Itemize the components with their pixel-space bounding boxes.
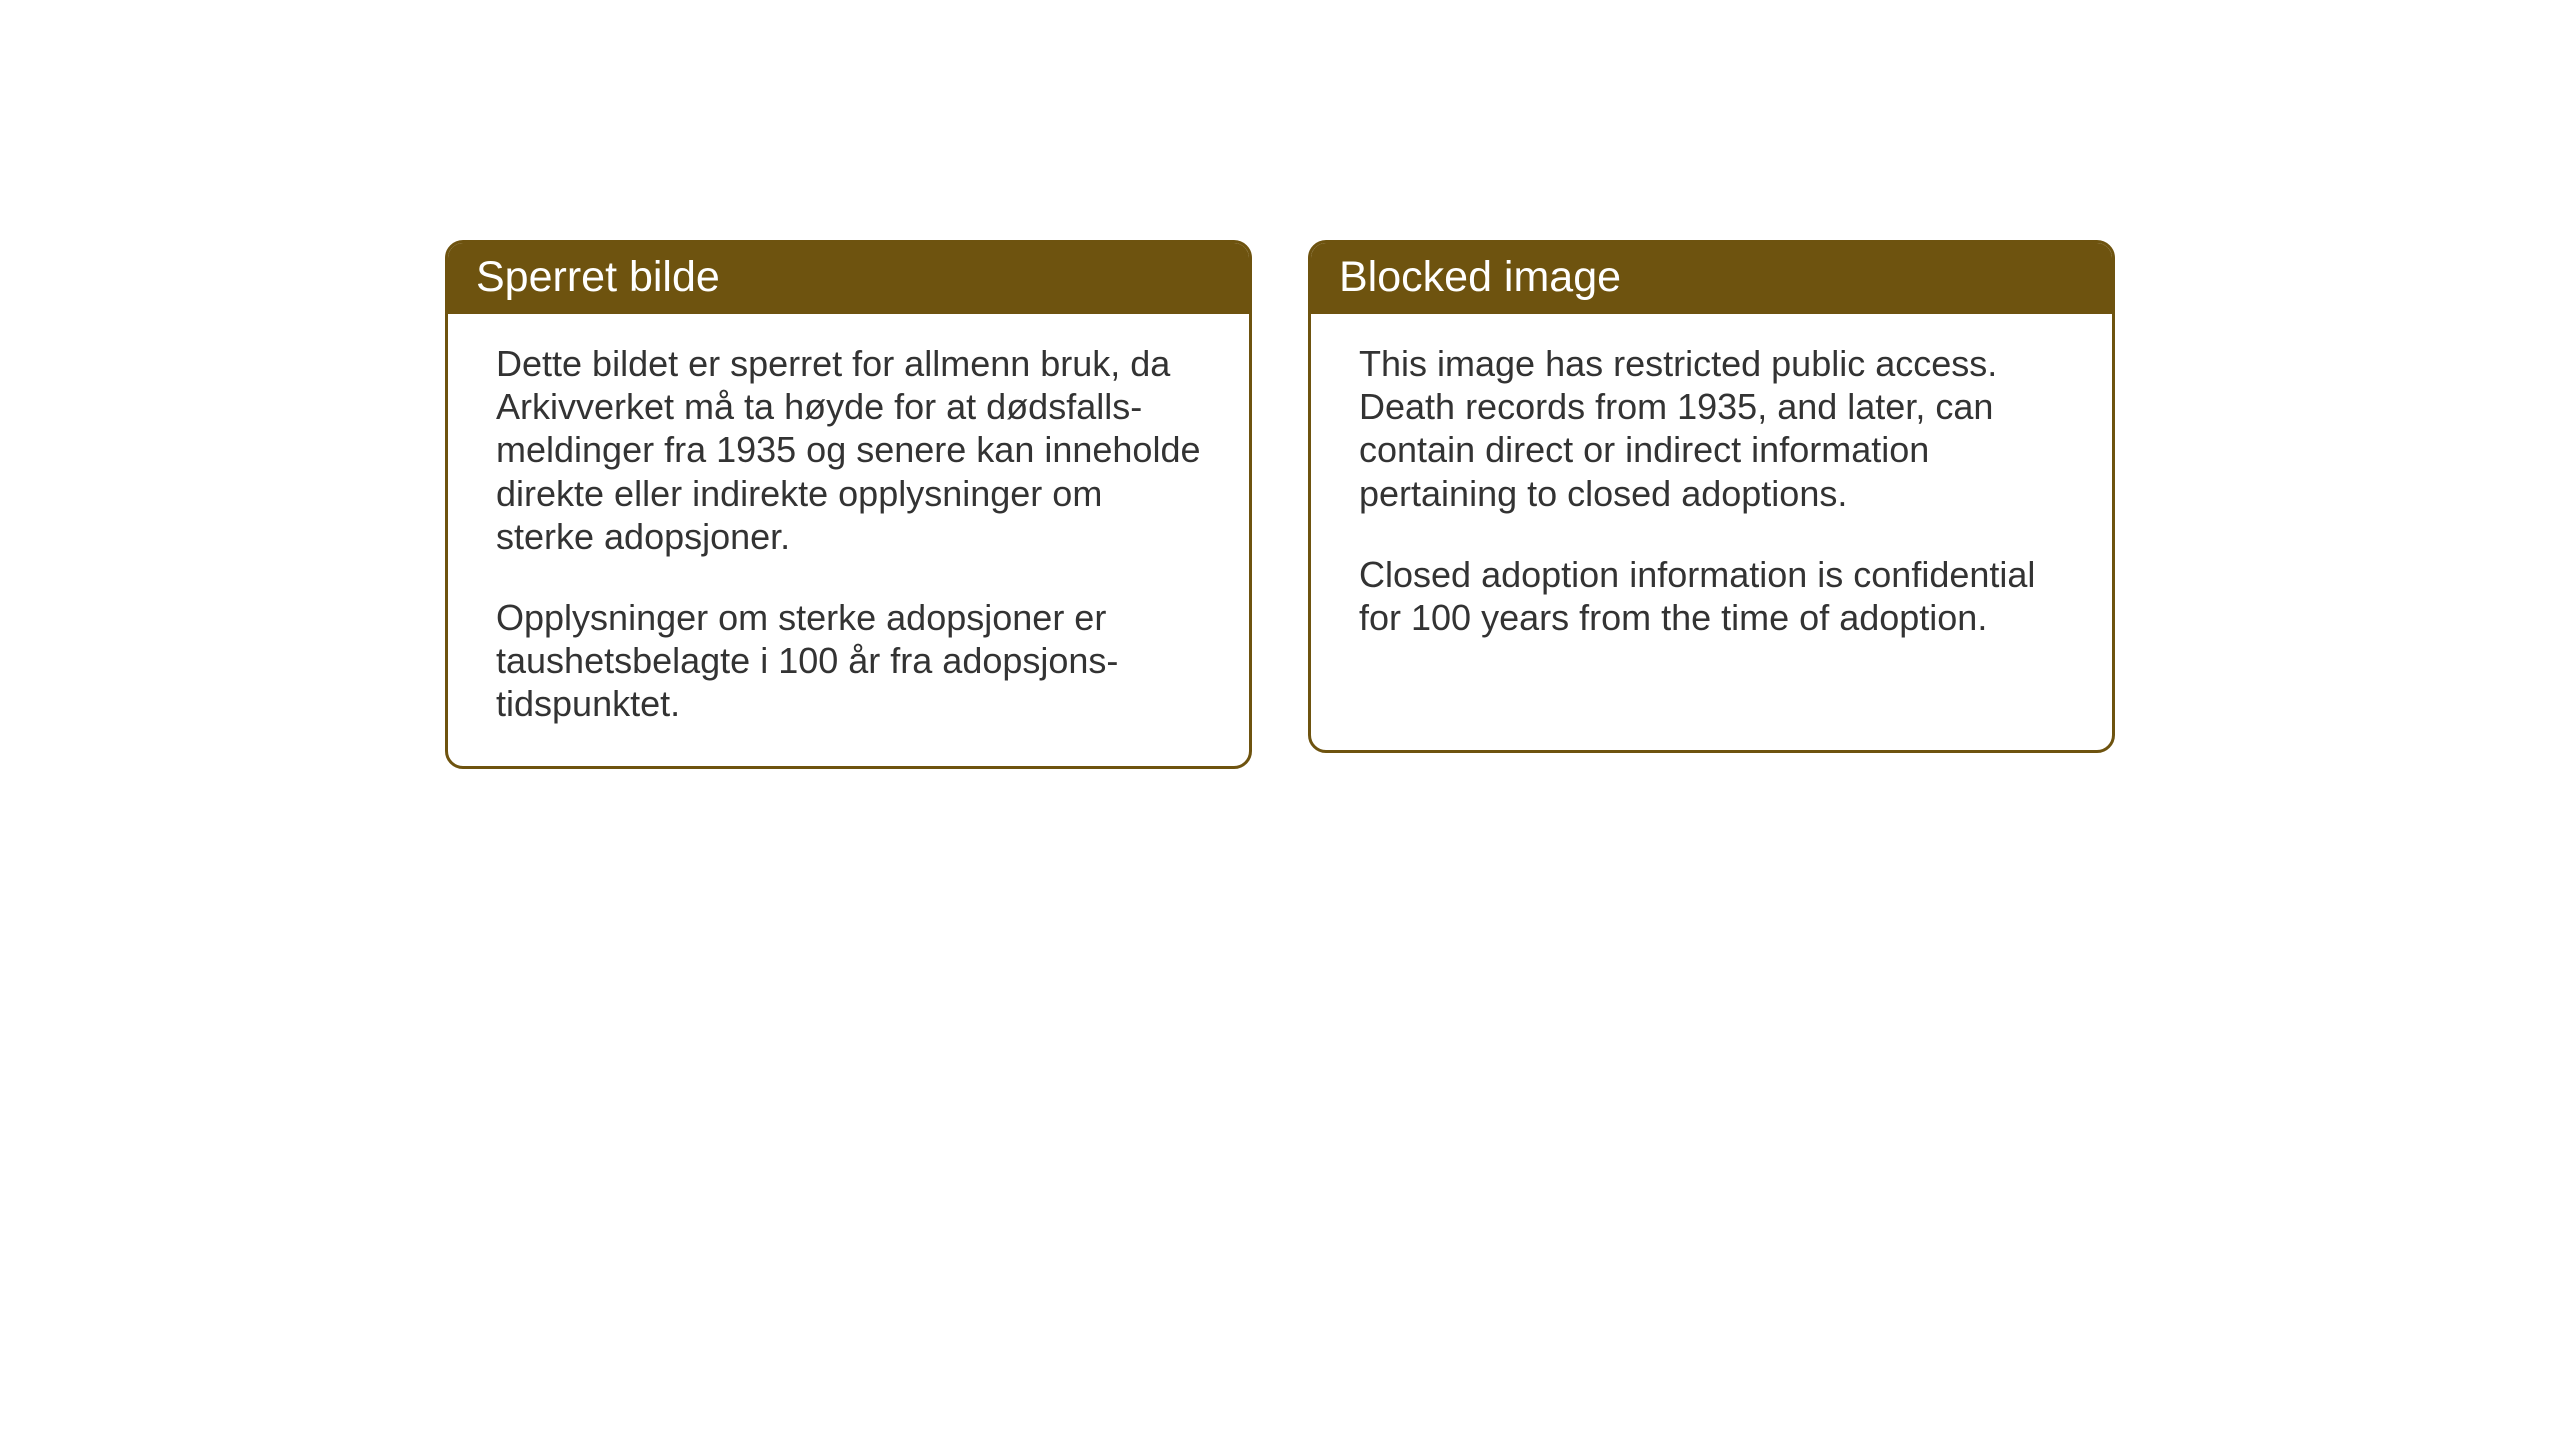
card-body-norwegian: Dette bildet er sperret for allmenn bruk… bbox=[448, 314, 1249, 766]
paragraph-text: Opplysninger om sterke adopsjoner er tau… bbox=[496, 596, 1201, 726]
notice-card-english: Blocked image This image has restricted … bbox=[1308, 240, 2115, 753]
paragraph-text: Dette bildet er sperret for allmenn bruk… bbox=[496, 342, 1201, 558]
paragraph-text: Closed adoption information is confident… bbox=[1359, 553, 2064, 639]
paragraph-text: This image has restricted public access.… bbox=[1359, 342, 2064, 515]
notice-container: Sperret bilde Dette bildet er sperret fo… bbox=[445, 240, 2115, 769]
notice-card-norwegian: Sperret bilde Dette bildet er sperret fo… bbox=[445, 240, 1252, 769]
card-body-english: This image has restricted public access.… bbox=[1311, 314, 2112, 679]
card-header-english: Blocked image bbox=[1311, 243, 2112, 314]
card-header-norwegian: Sperret bilde bbox=[448, 243, 1249, 314]
